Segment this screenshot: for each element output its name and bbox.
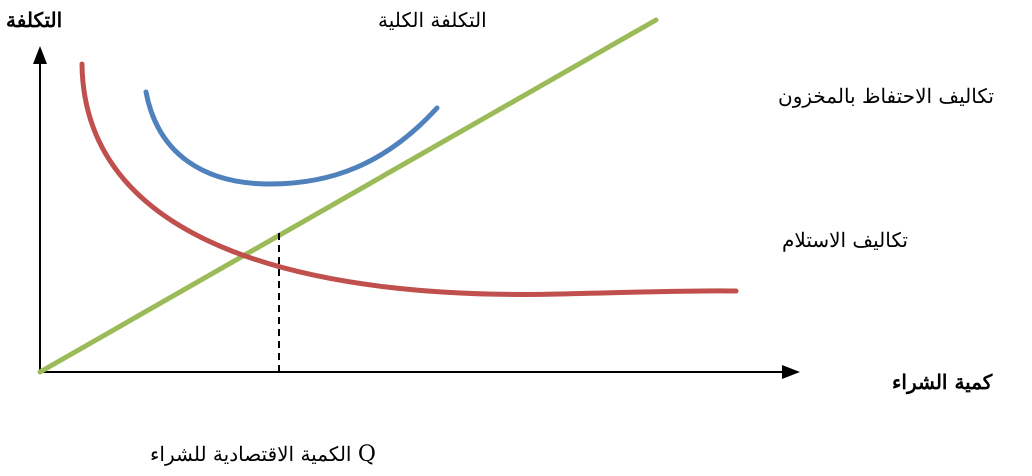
- y-axis-label: التكلفة: [6, 8, 63, 32]
- eoq-label: Q الكمية الاقتصادية للشراء: [150, 442, 376, 467]
- ordering-cost-label: تكاليف الاستلام: [782, 228, 908, 252]
- x-axis-label: كمية الشراء: [892, 370, 993, 394]
- total-cost-label: التكلفة الكلية: [378, 8, 487, 32]
- total-cost-curve: [143, 89, 440, 187]
- holding-cost-line: [37, 17, 659, 375]
- ordering-cost-curve: [79, 61, 739, 297]
- eoq-text: الكمية الاقتصادية للشراء: [150, 442, 352, 466]
- x-axis-arrow: [782, 365, 800, 379]
- y-axis-arrow: [33, 46, 47, 64]
- holding-cost-label: تكاليف الاحتفاظ بالمخزون: [778, 84, 994, 108]
- eoq-symbol: Q: [357, 442, 376, 467]
